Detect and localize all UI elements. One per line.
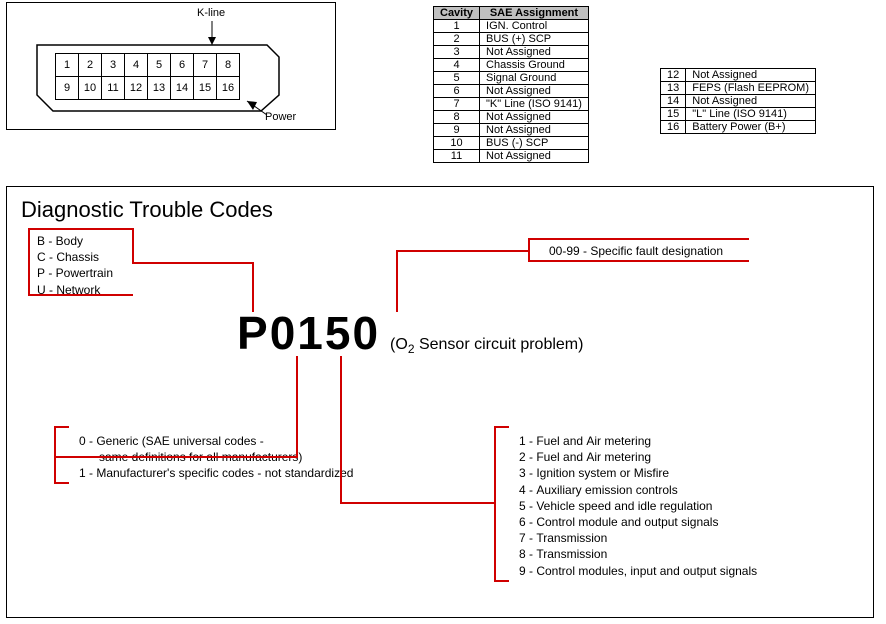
pin-3: 3 bbox=[101, 53, 125, 77]
code-char-letter: P bbox=[237, 306, 270, 360]
kline-label: K-line bbox=[197, 7, 225, 19]
pin-4: 4 bbox=[124, 53, 148, 77]
callout-letter-prefix: B - BodyC - ChassisP - PowertrainU - Net… bbox=[37, 233, 113, 298]
desc-post: Sensor circuit problem) bbox=[415, 336, 584, 353]
dtc-panel: Diagnostic Trouble Codes P 0 1 50 (O2 Se… bbox=[6, 186, 874, 618]
desc-sub: 2 bbox=[408, 342, 415, 356]
pin-1: 1 bbox=[55, 53, 79, 77]
pin-16: 16 bbox=[216, 76, 240, 100]
power-label: Power bbox=[265, 111, 296, 123]
pin-10: 10 bbox=[78, 76, 102, 100]
pin-grid: 12345678 910111213141516 bbox=[55, 53, 239, 99]
dtc-code: P 0 1 50 (O2 Sensor circuit problem) bbox=[237, 306, 583, 360]
pin-6: 6 bbox=[170, 53, 194, 77]
pin-15: 15 bbox=[193, 76, 217, 100]
pin-7: 7 bbox=[193, 53, 217, 77]
pin-9: 9 bbox=[55, 76, 79, 100]
pin-5: 5 bbox=[147, 53, 171, 77]
dtc-title: Diagnostic Trouble Codes bbox=[21, 197, 273, 223]
pin-13: 13 bbox=[147, 76, 171, 100]
code-description: (O2 Sensor circuit problem) bbox=[390, 336, 583, 356]
connector-panel: K-line Power 12345678 910111213141516 bbox=[6, 2, 336, 130]
callout-generic-codes: 0 - Generic (SAE universal codes - same … bbox=[79, 433, 353, 482]
pin-12: 12 bbox=[124, 76, 148, 100]
callout-system-codes: 1 - Fuel and Air metering2 - Fuel and Ai… bbox=[519, 433, 757, 579]
desc-pre: (O bbox=[390, 336, 408, 353]
sae-table-2: 12Not Assigned13FEPS (Flash EEPROM)14Not… bbox=[660, 68, 816, 134]
pin-14: 14 bbox=[170, 76, 194, 100]
pin-11: 11 bbox=[101, 76, 125, 100]
sae-table-1: CavitySAE Assignment1IGN. Control2BUS (+… bbox=[433, 6, 589, 163]
pin-8: 8 bbox=[216, 53, 240, 77]
code-char-fault: 50 bbox=[325, 306, 380, 360]
code-char-type: 0 bbox=[270, 306, 298, 360]
callout-fault-designation: 00-99 - Specific fault designation bbox=[549, 243, 723, 259]
pin-2: 2 bbox=[78, 53, 102, 77]
code-char-system: 1 bbox=[297, 306, 325, 360]
